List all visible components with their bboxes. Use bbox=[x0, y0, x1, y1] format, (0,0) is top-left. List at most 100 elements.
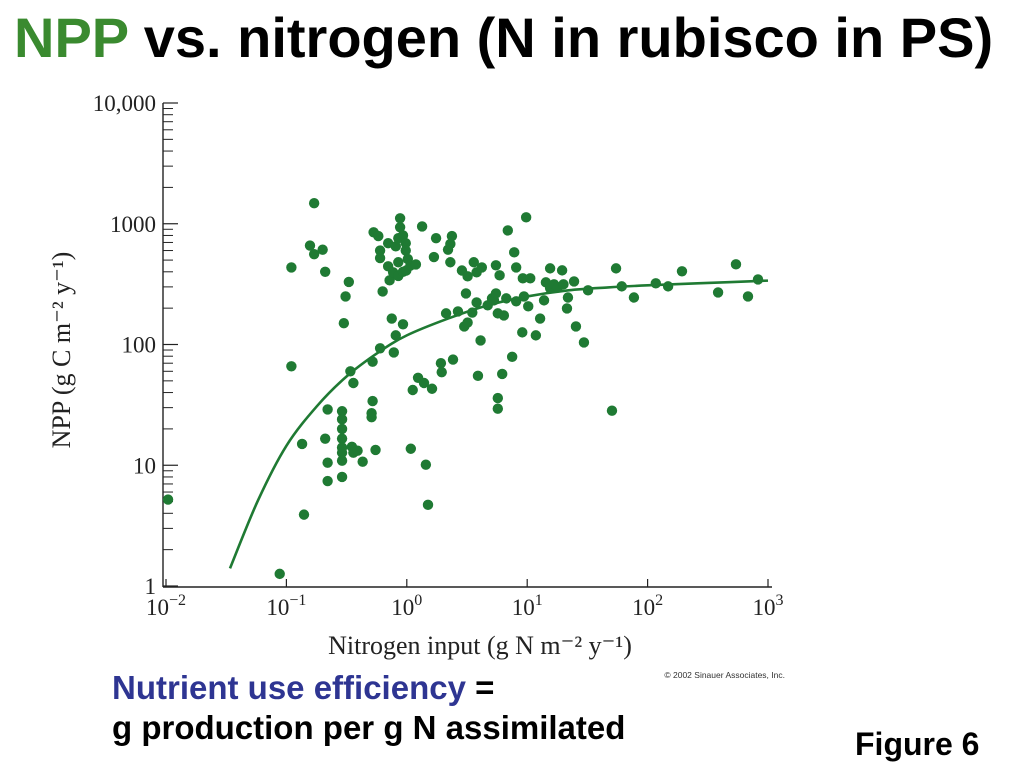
data-point bbox=[397, 319, 409, 330]
y-tick-label: 1 bbox=[145, 574, 157, 599]
data-point bbox=[366, 407, 377, 419]
data-point bbox=[509, 247, 520, 258]
data-point bbox=[610, 263, 622, 274]
y-axis-label: NPP (g C m⁻² y⁻¹) bbox=[47, 252, 76, 449]
data-point bbox=[348, 377, 359, 389]
data-point bbox=[494, 270, 505, 281]
data-point bbox=[520, 212, 532, 223]
data-point bbox=[742, 291, 754, 302]
data-point bbox=[440, 308, 452, 319]
x-tick-exponent: −1 bbox=[289, 592, 306, 609]
data-point bbox=[490, 260, 502, 271]
data-point bbox=[377, 286, 388, 297]
data-point bbox=[336, 433, 348, 444]
data-point bbox=[394, 222, 406, 233]
data-point bbox=[274, 568, 285, 580]
x-tick-label: 103 bbox=[753, 592, 784, 620]
data-point bbox=[556, 265, 568, 276]
x-tick-label: 101 bbox=[512, 592, 543, 620]
data-point bbox=[492, 403, 504, 414]
data-point bbox=[426, 383, 438, 394]
data-point bbox=[304, 240, 316, 251]
data-point bbox=[410, 259, 422, 270]
data-point bbox=[416, 221, 428, 232]
data-point bbox=[534, 313, 546, 324]
data-point bbox=[578, 337, 590, 348]
data-point bbox=[336, 471, 348, 483]
data-point bbox=[730, 259, 742, 270]
data-point bbox=[357, 456, 368, 467]
x-tick-exponent: 0 bbox=[414, 592, 422, 609]
title-rest: vs. nitrogen (N in rubisco in PS) bbox=[143, 6, 994, 69]
data-point bbox=[498, 310, 510, 321]
data-point bbox=[523, 301, 534, 312]
data-point bbox=[497, 368, 508, 380]
data-point bbox=[336, 414, 348, 425]
data-point bbox=[544, 263, 556, 274]
data-point bbox=[490, 288, 502, 299]
data-point bbox=[393, 257, 404, 268]
data-point bbox=[374, 343, 386, 354]
data-point bbox=[336, 455, 348, 466]
data-point bbox=[317, 244, 328, 255]
x-tick-base: 10 bbox=[391, 595, 414, 620]
fit-curve bbox=[228, 279, 769, 569]
y-tick-label: 1000 bbox=[110, 212, 156, 237]
data-point bbox=[336, 447, 348, 458]
data-point bbox=[373, 230, 384, 242]
data-point bbox=[390, 241, 401, 252]
data-point bbox=[343, 276, 355, 288]
data-point bbox=[407, 384, 418, 396]
data-point bbox=[322, 475, 333, 487]
data-point bbox=[582, 285, 594, 296]
x-tick-base: 10 bbox=[632, 595, 655, 620]
data-point bbox=[367, 395, 378, 407]
data-point bbox=[561, 303, 573, 314]
note-equals: = bbox=[475, 669, 495, 706]
data-point bbox=[510, 296, 522, 307]
data-point bbox=[492, 392, 504, 404]
data-point bbox=[388, 347, 400, 358]
data-point bbox=[162, 494, 174, 505]
data-point bbox=[462, 317, 473, 328]
data-point bbox=[374, 245, 386, 256]
title-highlight: NPP bbox=[14, 6, 129, 69]
x-tick-base: 10 bbox=[146, 595, 169, 620]
data-point bbox=[394, 213, 406, 224]
data-point bbox=[501, 293, 512, 304]
data-point bbox=[336, 406, 348, 417]
data-points-layer bbox=[162, 197, 764, 580]
data-point bbox=[340, 291, 351, 302]
data-point bbox=[322, 404, 333, 415]
data-point bbox=[319, 433, 331, 444]
data-point bbox=[570, 321, 582, 332]
data-point bbox=[662, 281, 674, 292]
data-point bbox=[712, 287, 724, 298]
data-point bbox=[308, 248, 320, 260]
x-tick-exponent: 2 bbox=[655, 592, 663, 609]
data-point bbox=[338, 318, 350, 329]
data-point bbox=[616, 281, 627, 292]
data-point bbox=[650, 278, 662, 289]
data-point bbox=[676, 266, 688, 277]
note-line-1: Nutrient use efficiency = bbox=[112, 668, 625, 708]
data-point bbox=[518, 291, 530, 302]
data-point bbox=[445, 257, 456, 268]
x-tick-base: 10 bbox=[266, 595, 289, 620]
data-point bbox=[538, 295, 550, 306]
data-point bbox=[502, 225, 513, 236]
data-point bbox=[308, 197, 320, 209]
data-point bbox=[476, 262, 488, 273]
data-point bbox=[506, 351, 518, 363]
y-tick-label: 10,000 bbox=[93, 91, 156, 116]
data-point bbox=[422, 499, 434, 511]
data-point bbox=[462, 271, 473, 282]
data-point bbox=[452, 306, 464, 317]
data-point bbox=[428, 251, 440, 263]
data-point bbox=[286, 262, 297, 273]
data-point bbox=[510, 262, 522, 273]
data-point bbox=[390, 330, 401, 341]
x-tick-base: 10 bbox=[753, 595, 776, 620]
